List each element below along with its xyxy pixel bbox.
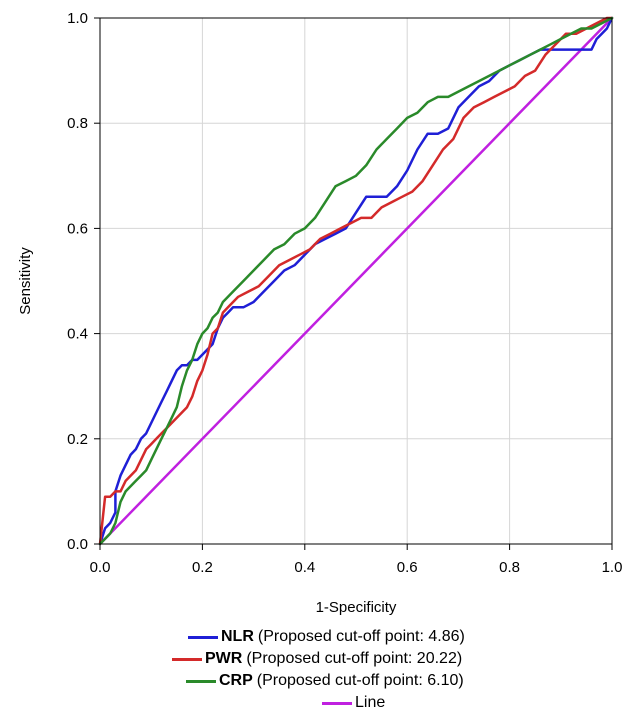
- x-axis-label: 1-Specificity: [316, 599, 397, 616]
- y-axis-ticks: 0.0 0.2 0.4 0.6 0.8 1.0: [67, 10, 100, 553]
- y-tick-label: 0.0: [67, 536, 88, 553]
- y-tick-label: 0.6: [67, 220, 88, 237]
- y-axis-label: Sensitivity: [17, 247, 34, 315]
- legend-item-pwr: PWR (Proposed cut-off point: 20.22): [172, 648, 462, 670]
- y-tick-label: 0.4: [67, 326, 88, 343]
- x-tick-label: 0.6: [397, 559, 418, 576]
- series-layer: [98, 16, 614, 546]
- series-line-pwr: [98, 16, 614, 546]
- legend-series-name: NLR: [221, 628, 254, 645]
- roc-chart: 0.0 0.2 0.4 0.6 0.8 1.0 0.0 0.2 0.4 0.6 0.8 1.0 1-…: [17, 10, 623, 616]
- x-tick-label: 1.0: [602, 559, 623, 576]
- legend-swatch-crp: [186, 679, 216, 683]
- legend-series-description: (Proposed cut-off point: 6.10): [256, 672, 464, 689]
- y-tick-label: 0.8: [67, 115, 88, 132]
- legend-series-description: (Proposed cut-off point: 4.86): [257, 628, 465, 645]
- x-tick-label: 0.2: [192, 559, 213, 576]
- legend-item-nlr: NLR (Proposed cut-off point: 4.86): [188, 626, 465, 648]
- x-tick-label: 0.8: [499, 559, 520, 576]
- series-line-crp: [98, 16, 614, 546]
- series-line-line: [98, 16, 614, 546]
- legend-series-name: CRP: [219, 672, 253, 689]
- legend-series-description: (Proposed cut-off point: 20.22): [246, 650, 463, 667]
- legend-swatch-line: [322, 701, 352, 705]
- x-tick-label: 0.4: [294, 559, 315, 576]
- x-tick-label: 0.0: [90, 559, 111, 576]
- y-tick-label: 0.2: [67, 431, 88, 448]
- legend-swatch-pwr: [172, 657, 202, 661]
- legend-series-name: PWR: [205, 650, 243, 667]
- legend-item-crp: CRP (Proposed cut-off point: 6.10): [186, 670, 464, 692]
- y-tick-label: 1.0: [67, 10, 88, 27]
- x-axis-ticks: 0.0 0.2 0.4 0.6 0.8 1.0: [90, 544, 623, 576]
- legend-series-name: Line: [355, 694, 386, 711]
- legend-item-line: Line: [322, 692, 385, 714]
- plot-frame: [99, 17, 613, 545]
- grid-lines: [99, 17, 613, 545]
- legend-swatch-nlr: [188, 635, 218, 639]
